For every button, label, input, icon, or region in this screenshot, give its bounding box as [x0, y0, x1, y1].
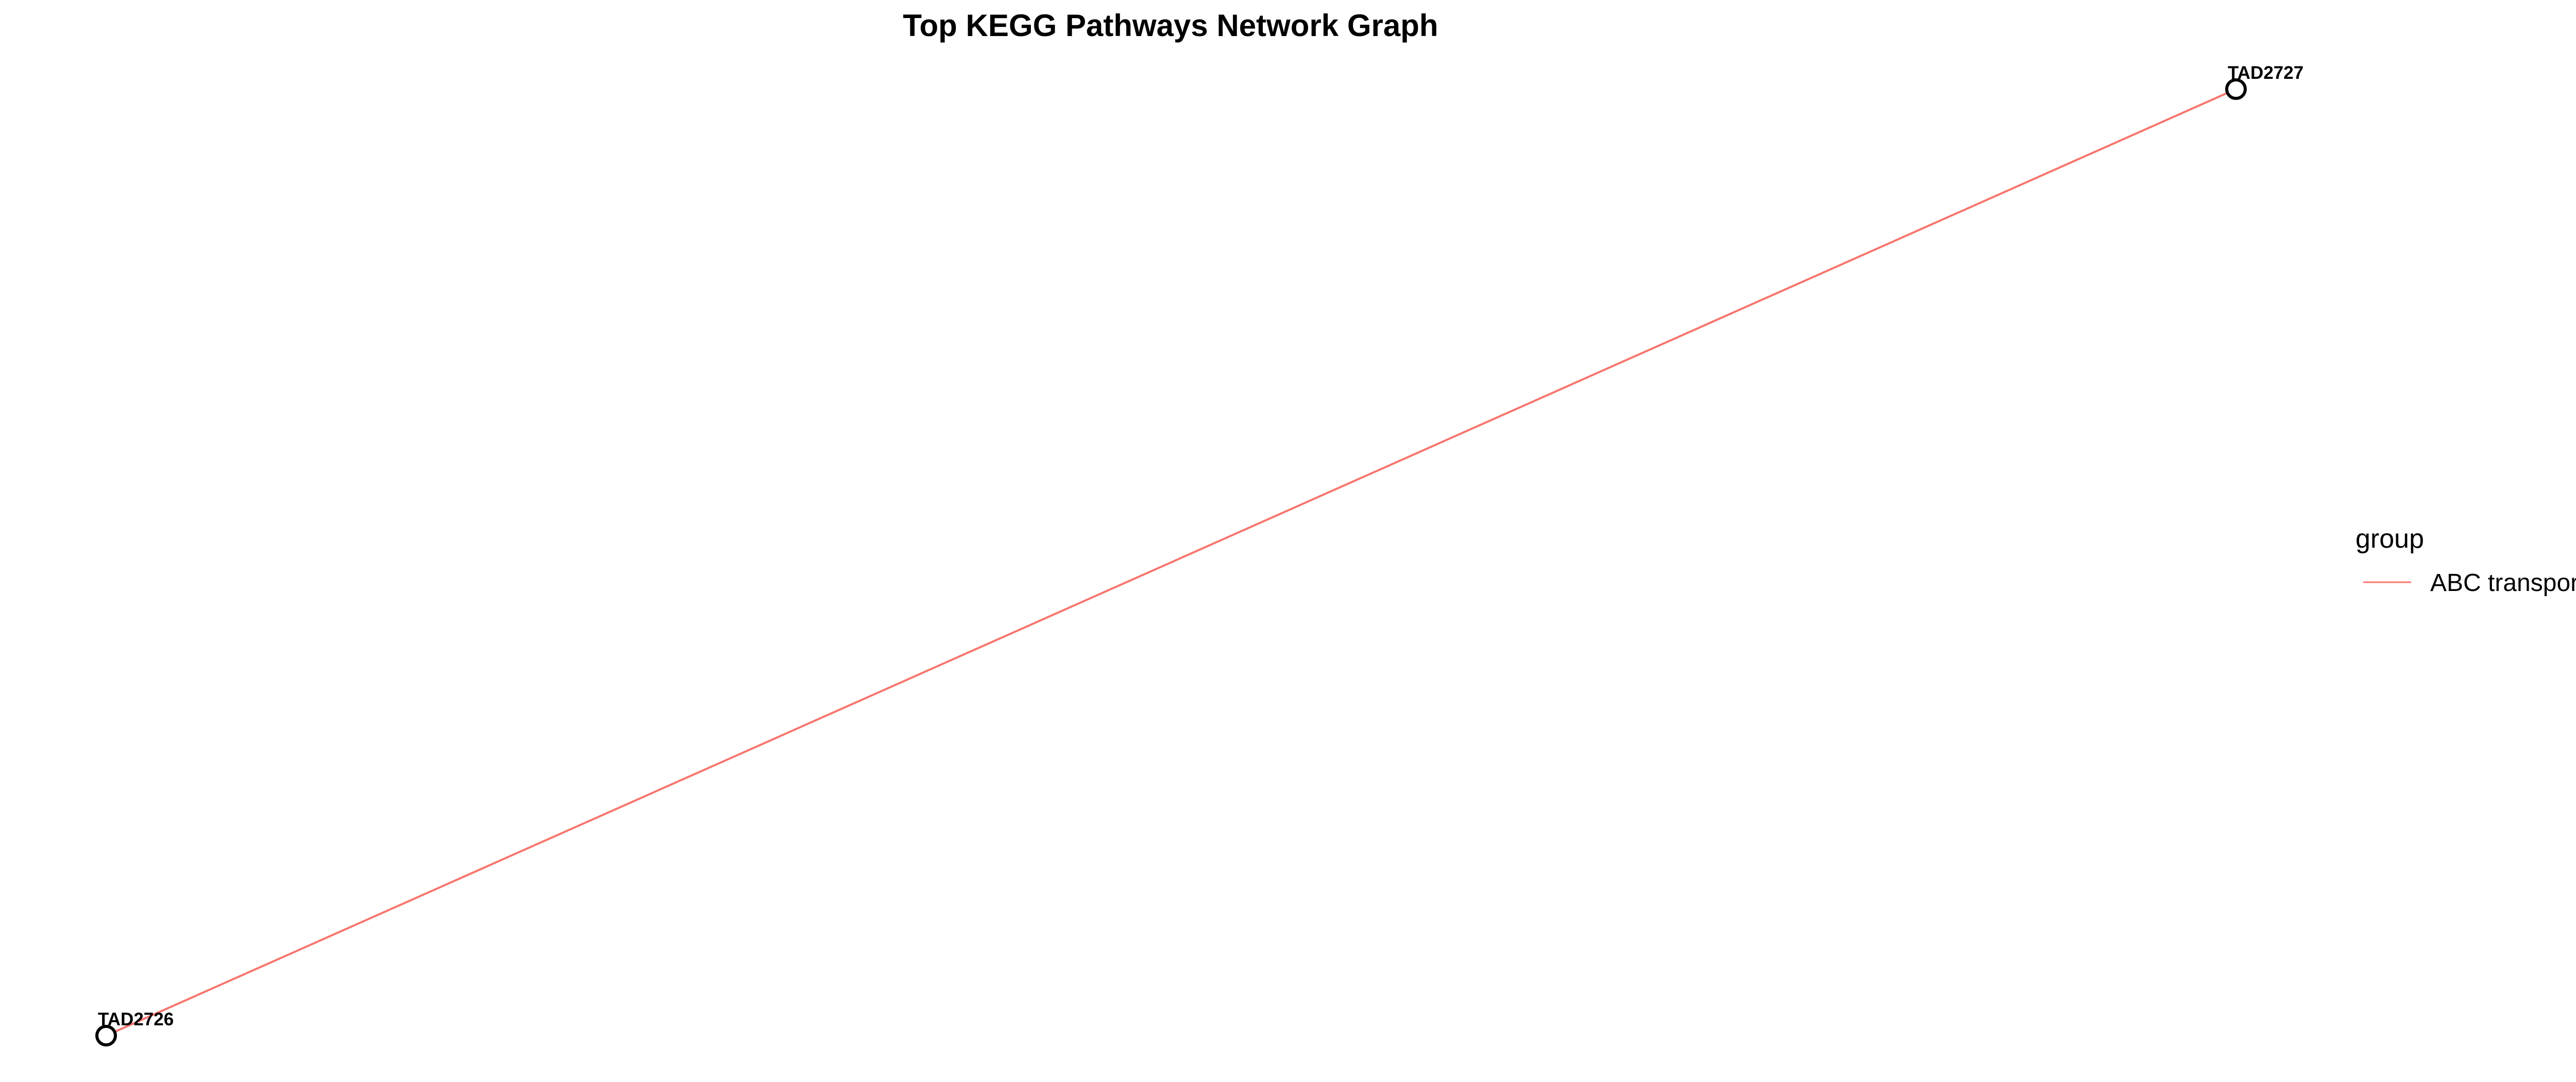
node-TAD2726: TAD2726 [95, 1009, 174, 1046]
edge-TAD2726-TAD2727 [106, 88, 2236, 1037]
node-circle [2225, 78, 2247, 100]
edges-layer [106, 88, 2236, 1037]
legend-title: group [2355, 524, 2424, 554]
legend-item: ABC transporters [2363, 569, 2576, 597]
legend-items: ABC transporters [2363, 569, 2576, 597]
node-circle [95, 1025, 117, 1046]
nodes-layer: TAD2726 TAD2727 [95, 63, 2303, 1046]
legend: group ABC transporters [2355, 524, 2576, 597]
node-TAD2727: TAD2727 [2225, 63, 2303, 100]
node-label: TAD2726 [98, 1009, 174, 1029]
graph-title: Top KEGG Pathways Network Graph [903, 8, 1438, 43]
legend-label: ABC transporters [2430, 569, 2576, 597]
node-label: TAD2727 [2228, 63, 2303, 83]
